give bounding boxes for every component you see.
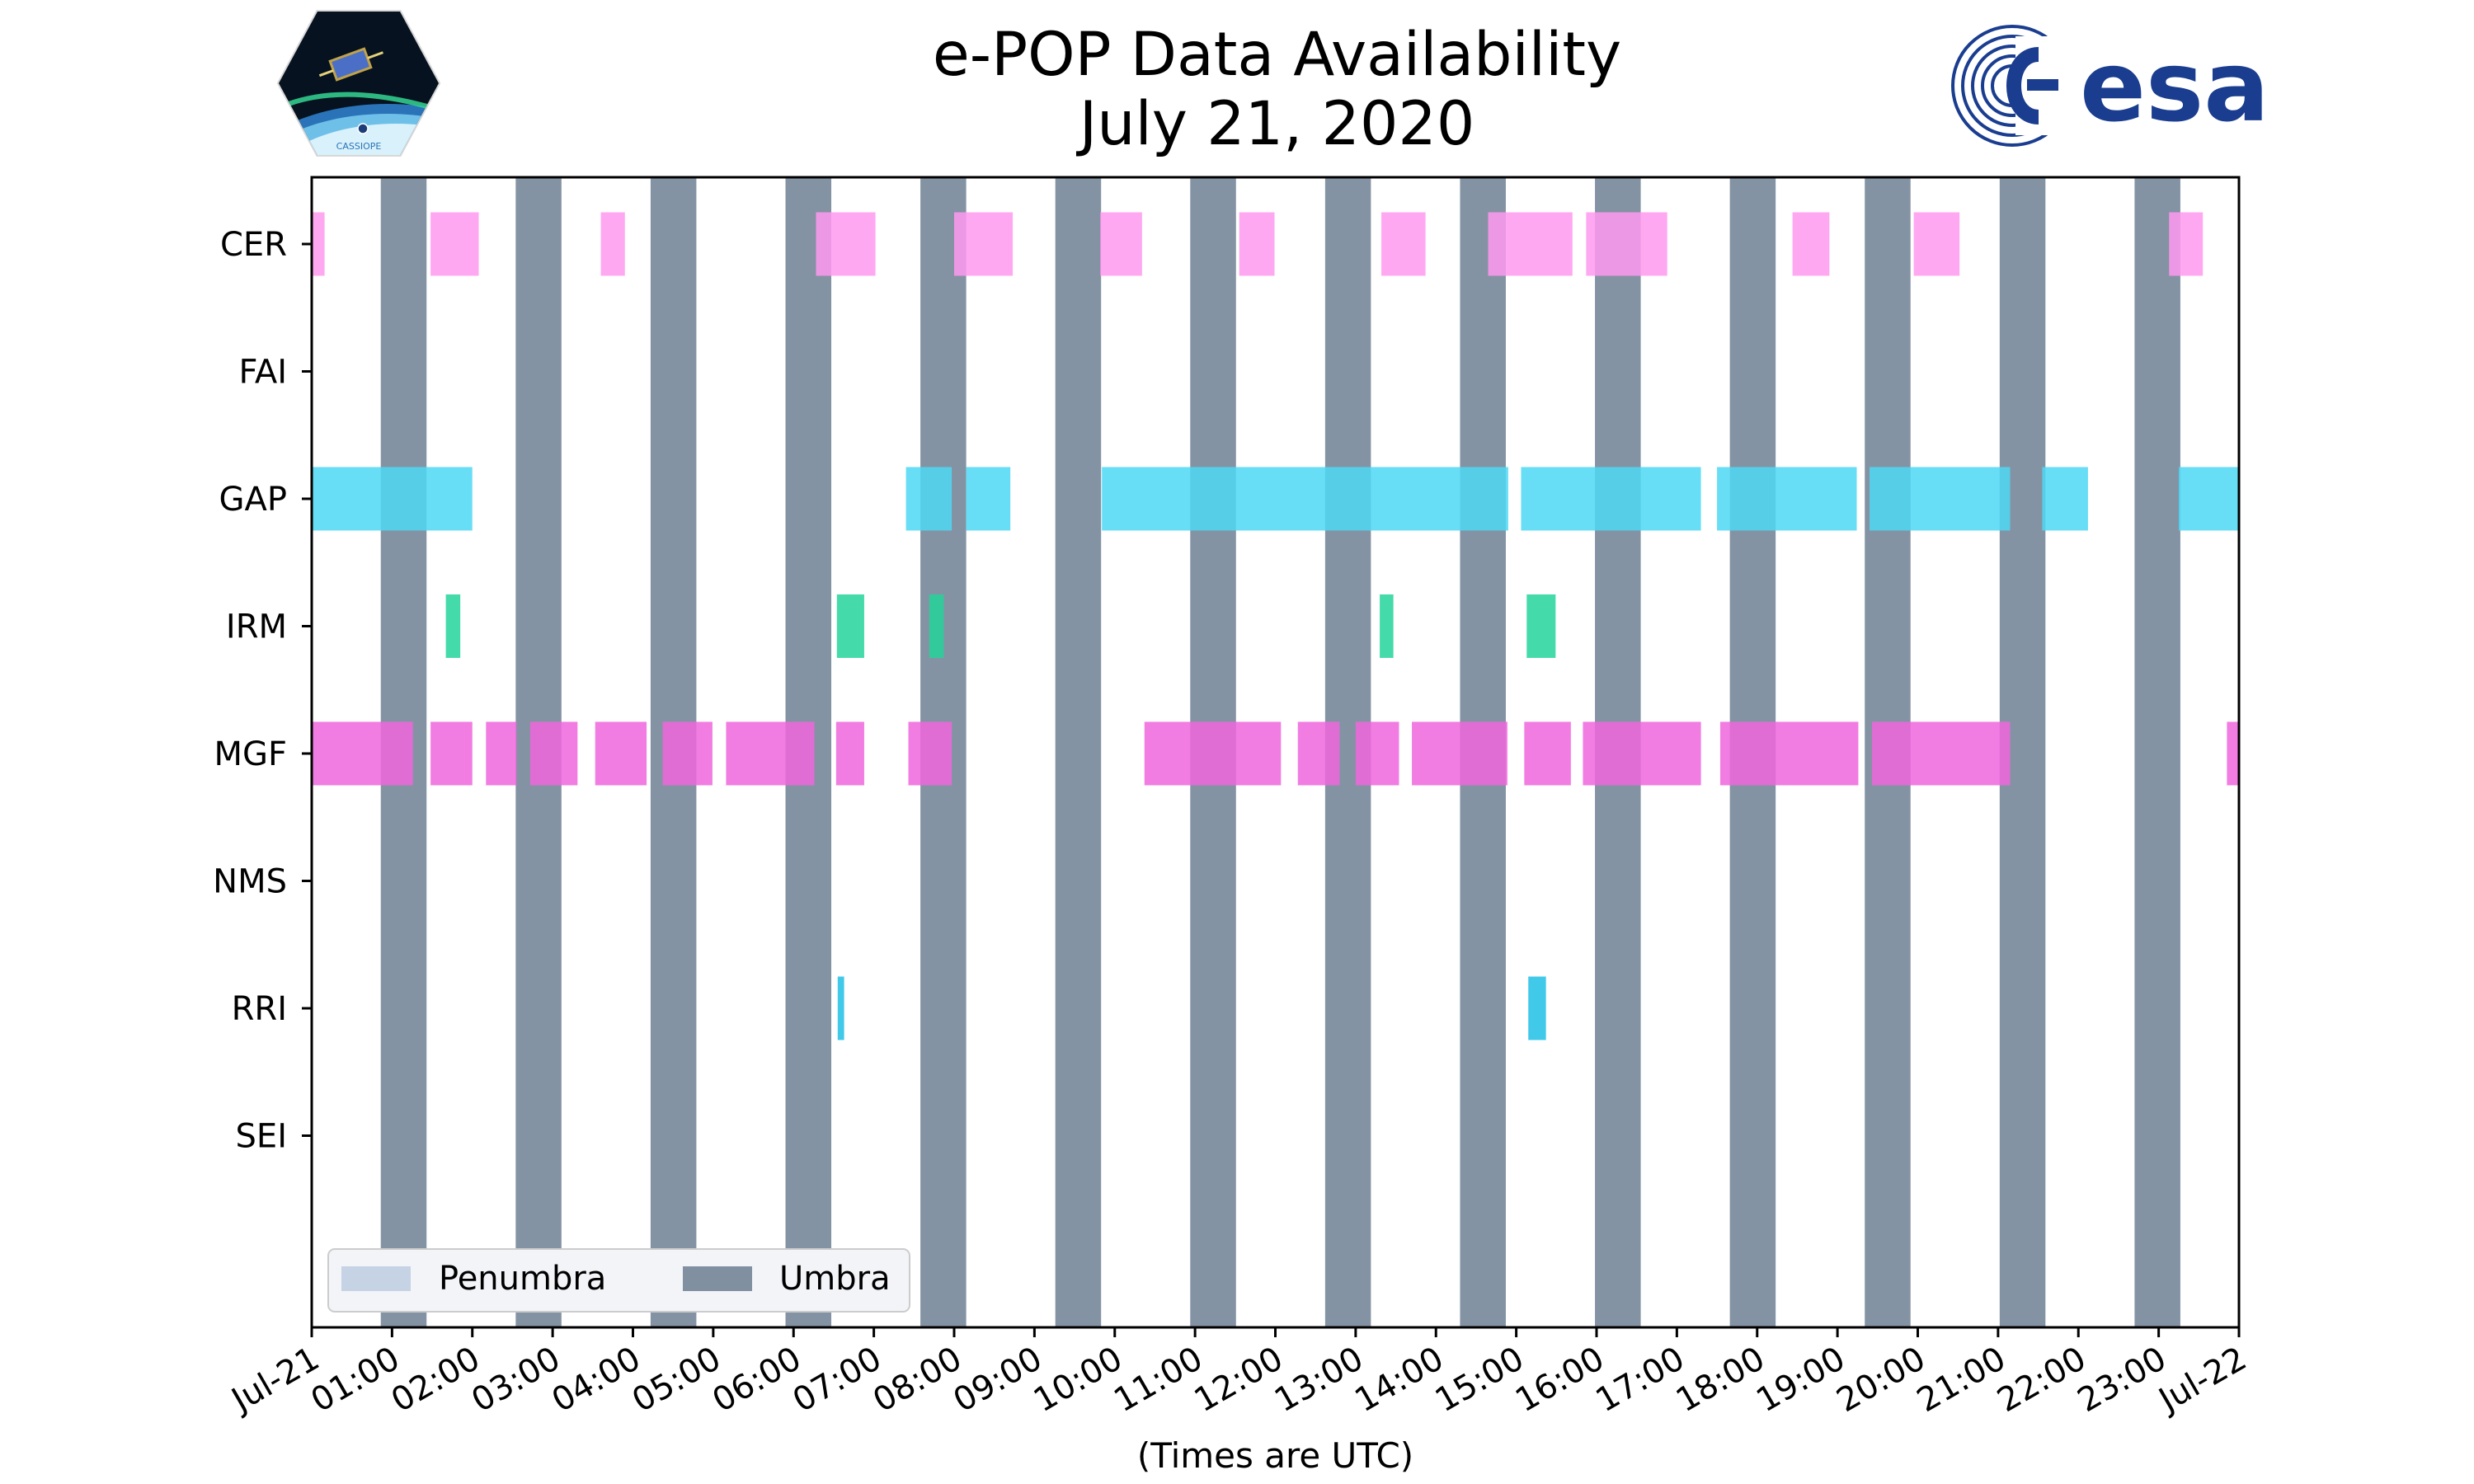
y-tick-label-gap: GAP — [219, 481, 287, 519]
legend: Penumbra Umbra — [327, 1248, 910, 1313]
segment-mgf-16 — [1871, 721, 2011, 786]
segment-cer-6 — [1239, 212, 1275, 276]
segment-cer-12 — [2169, 212, 2204, 276]
segment-irm-4 — [1526, 594, 1556, 658]
segment-mgf-15 — [1719, 721, 1859, 786]
y-axis: CER FAI GAP IRM MGF NMS RRI SEI — [213, 226, 312, 1156]
segment-mgf-11 — [1355, 721, 1399, 786]
x-tick-label-21: 21:00 — [1911, 1340, 2012, 1420]
x-tick-label-15: 15:00 — [1429, 1340, 1531, 1420]
x-tick-label-0: Jul-21 — [223, 1340, 326, 1421]
segment-irm-2 — [929, 594, 944, 658]
x-tick-label-23: 23:00 — [2072, 1340, 2173, 1420]
x-tick-label-19: 19:00 — [1750, 1340, 1851, 1420]
y-tick-label-irm: IRM — [226, 608, 287, 646]
segment-gap-1 — [905, 467, 952, 531]
x-tick-label-16: 16:00 — [1509, 1340, 1611, 1420]
segment-irm-0 — [445, 594, 461, 658]
segment-cer-7 — [1381, 212, 1426, 276]
x-tick-label-4: 04:00 — [546, 1340, 647, 1420]
segment-cer-0 — [312, 212, 325, 276]
segment-gap-5 — [1717, 467, 1857, 531]
legend-swatch-penumbra — [341, 1266, 411, 1291]
segment-gap-2 — [966, 467, 1011, 531]
y-tick-label-nms: NMS — [213, 863, 287, 901]
segment-cer-2 — [600, 212, 625, 276]
segment-cer-10 — [1792, 212, 1830, 276]
x-tick-label-3: 03:00 — [465, 1340, 567, 1420]
x-tick-label-17: 17:00 — [1590, 1340, 1691, 1420]
legend-label-umbra: Umbra — [779, 1260, 891, 1298]
segment-cer-3 — [816, 212, 876, 276]
chart-title-line-2: July 21, 2020 — [1079, 89, 1475, 159]
segment-rri-0 — [837, 976, 844, 1040]
legend-box — [327, 1248, 910, 1313]
umbra-band-5 — [1055, 177, 1102, 1327]
segment-irm-1 — [836, 594, 864, 658]
x-tick-label-2: 02:00 — [385, 1340, 487, 1420]
y-tick-label-fai: FAI — [239, 354, 288, 392]
segment-cer-8 — [1488, 212, 1573, 276]
segment-gap-6 — [1870, 467, 2011, 531]
y-tick-label-sei: SEI — [236, 1118, 287, 1156]
segment-mgf-7 — [835, 721, 864, 786]
x-tick-label-10: 10:00 — [1028, 1340, 1129, 1420]
x-tick-label-12: 12:00 — [1188, 1340, 1290, 1420]
segment-cer-11 — [1913, 212, 1960, 276]
segment-gap-8 — [2178, 467, 2239, 531]
cassiope-logo-label: CASSIOPE — [336, 141, 382, 152]
segment-mgf-1 — [430, 721, 473, 786]
segment-gap-0 — [312, 467, 473, 531]
segment-mgf-10 — [1297, 721, 1340, 786]
x-tick-label-9: 09:00 — [948, 1340, 1049, 1420]
y-tick-label-mgf: MGF — [214, 735, 287, 773]
segment-irm-3 — [1380, 594, 1394, 658]
x-tick-label-13: 13:00 — [1268, 1340, 1370, 1420]
legend-label-penumbra: Penumbra — [439, 1260, 606, 1298]
segment-gap-3 — [1102, 467, 1508, 531]
segment-cer-9 — [1586, 212, 1667, 276]
esa-logo: esa — [1951, 25, 2269, 147]
x-tick-label-1: 01:00 — [305, 1340, 407, 1420]
y-tick-label-rri: RRI — [232, 990, 287, 1028]
segment-mgf-4 — [595, 721, 647, 786]
segment-cer-5 — [1100, 212, 1142, 276]
x-axis: Jul-2101:0002:0003:0004:0005:0006:0007:0… — [223, 1327, 2253, 1421]
segment-mgf-2 — [486, 721, 517, 786]
legend-swatch-umbra — [683, 1266, 752, 1291]
segment-rri-1 — [1528, 976, 1546, 1040]
x-tick-label-8: 08:00 — [867, 1340, 968, 1420]
segment-mgf-14 — [1583, 721, 1701, 786]
segment-mgf-5 — [662, 721, 713, 786]
segment-mgf-8 — [908, 721, 952, 786]
esa-logo-text: esa — [2080, 30, 2269, 143]
x-tick-label-5: 05:00 — [626, 1340, 727, 1420]
segment-gap-4 — [1521, 467, 1701, 531]
cassiope-mission-logo: CASSIOPE — [276, 10, 441, 157]
umbra-band-13 — [2134, 177, 2180, 1327]
x-tick-label-18: 18:00 — [1670, 1340, 1771, 1420]
segment-gap-7 — [2042, 467, 2088, 531]
x-tick-label-11: 11:00 — [1108, 1340, 1209, 1420]
segment-mgf-9 — [1144, 721, 1282, 786]
segments-layer — [312, 212, 2239, 1040]
x-tick-label-14: 14:00 — [1348, 1340, 1450, 1420]
segment-mgf-3 — [529, 721, 578, 786]
x-tick-label-20: 20:00 — [1831, 1340, 1932, 1420]
x-tick-label-7: 07:00 — [787, 1340, 888, 1420]
segment-mgf-13 — [1524, 721, 1571, 786]
x-tick-label-6: 06:00 — [706, 1340, 807, 1420]
segment-mgf-0 — [312, 721, 413, 786]
chart-title-line-1: e-POP Data Availability — [932, 20, 1622, 90]
segment-mgf-17 — [2227, 721, 2239, 786]
segment-mgf-6 — [726, 721, 815, 786]
segment-mgf-12 — [1412, 721, 1507, 786]
x-tick-label-24: Jul-22 — [2151, 1340, 2253, 1421]
x-axis-label: (Times are UTC) — [1137, 1435, 1413, 1476]
segment-cer-4 — [954, 212, 1014, 276]
x-tick-label-22: 22:00 — [1991, 1340, 2092, 1420]
y-tick-label-cer: CER — [220, 226, 287, 264]
segment-cer-1 — [430, 212, 479, 276]
